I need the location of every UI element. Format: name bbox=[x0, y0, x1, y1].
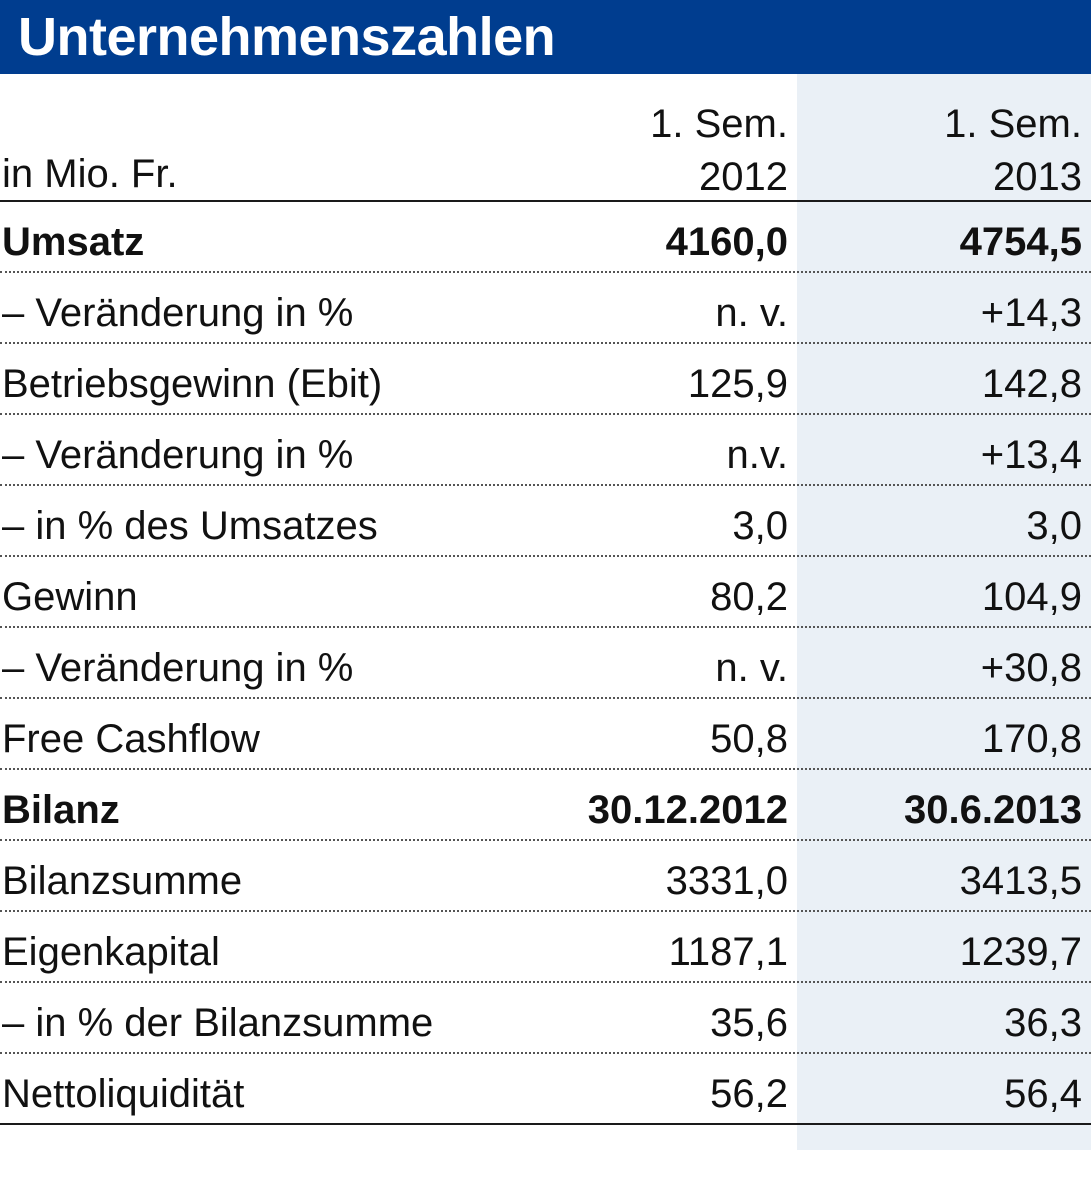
value-2012: 4160,0 bbox=[665, 220, 788, 264]
value-2012: 80,2 bbox=[710, 575, 788, 619]
unit-label: in Mio. Fr. bbox=[2, 152, 178, 196]
row-label: Umsatz bbox=[2, 220, 145, 264]
row-label: Bilanz bbox=[2, 788, 120, 832]
value-2013: 3,0 bbox=[1026, 504, 1082, 548]
value-2013: +13,4 bbox=[980, 433, 1082, 477]
column-header-2012-line1: 1. Sem. bbox=[650, 102, 788, 146]
row-label: Gewinn bbox=[2, 575, 138, 619]
row-label: Bilanzsumme bbox=[2, 859, 243, 903]
row-label: – Veränderung in % bbox=[2, 433, 354, 477]
table-row: Eigenkapital 1187,1 1239,7 bbox=[0, 912, 1091, 983]
value-2013: +30,8 bbox=[980, 646, 1082, 690]
column-header-2013-line1: 1. Sem. bbox=[944, 102, 1082, 146]
table-row: Gewinn 80,2 104,9 bbox=[0, 557, 1091, 628]
value-2013: 104,9 bbox=[981, 575, 1082, 619]
value-2012: n.v. bbox=[726, 433, 788, 477]
value-2013: 30.6.2013 bbox=[904, 788, 1082, 832]
table-body: Umsatz 4160,0 4754,5 – Veränderung in % n. v… bbox=[0, 202, 1091, 1125]
value-2012: n. v. bbox=[715, 291, 788, 335]
table-row: Bilanzsumme 3331,0 3413,5 bbox=[0, 841, 1091, 912]
value-2013: 3413,5 bbox=[959, 859, 1082, 903]
table-row: – in % des Umsatzes 3,0 3,0 bbox=[0, 486, 1091, 557]
column-header-2012: 1. Sem. 2012 bbox=[528, 98, 788, 204]
row-label: – Veränderung in % bbox=[2, 646, 354, 690]
value-2012: 56,2 bbox=[710, 1072, 788, 1116]
column-header-2013: 1. Sem. 2013 bbox=[822, 98, 1082, 204]
column-header-2013-line2: 2013 bbox=[993, 155, 1082, 199]
value-2012: 125,9 bbox=[687, 362, 788, 406]
table-section-row: Umsatz 4160,0 4754,5 bbox=[0, 202, 1091, 273]
column-2013-shading bbox=[797, 74, 1091, 1150]
value-2013: 56,4 bbox=[1004, 1072, 1082, 1116]
value-2012: 1187,1 bbox=[668, 930, 788, 974]
value-2013: 4754,5 bbox=[959, 220, 1082, 264]
value-2013: 36,3 bbox=[1004, 1001, 1082, 1045]
column-header-2012-line2: 2012 bbox=[699, 155, 788, 199]
row-label: Nettoliquidität bbox=[2, 1072, 245, 1116]
table-row: Nettoliquidität 56,2 56,4 bbox=[0, 1054, 1091, 1125]
title-bar: Unternehmenszahlen bbox=[0, 0, 1091, 74]
value-2012: 35,6 bbox=[710, 1001, 788, 1045]
value-2013: 170,8 bbox=[981, 717, 1082, 761]
table-section-row: Bilanz 30.12.2012 30.6.2013 bbox=[0, 770, 1091, 841]
value-2012: 3331,0 bbox=[665, 859, 788, 903]
value-2012: n. v. bbox=[715, 646, 788, 690]
value-2012: 30.12.2012 bbox=[587, 788, 788, 832]
row-label: Free Cashflow bbox=[2, 717, 260, 761]
value-2013: 142,8 bbox=[981, 362, 1082, 406]
page-title: Unternehmenszahlen bbox=[18, 7, 556, 67]
value-2012: 3,0 bbox=[732, 504, 788, 548]
row-label: Betriebsgewinn (Ebit) bbox=[2, 362, 383, 406]
table-header: in Mio. Fr. 1. Sem. 2012 1. Sem. 2013 bbox=[0, 74, 1091, 202]
table-row: – in % der Bilanzsumme 35,6 36,3 bbox=[0, 983, 1091, 1054]
header-divider bbox=[0, 200, 1091, 202]
table-row: – Veränderung in % n. v. +30,8 bbox=[0, 628, 1091, 699]
table-row: – Veränderung in % n.v. +13,4 bbox=[0, 415, 1091, 486]
table-row: Free Cashflow 50,8 170,8 bbox=[0, 699, 1091, 770]
row-label: – in % der Bilanzsumme bbox=[2, 1001, 434, 1045]
table-row: – Veränderung in % n. v. +14,3 bbox=[0, 273, 1091, 344]
value-2012: 50,8 bbox=[710, 717, 788, 761]
table-row: Betriebsgewinn (Ebit) 125,9 142,8 bbox=[0, 344, 1091, 415]
value-2013: 1239,7 bbox=[959, 930, 1082, 974]
row-label: Eigenkapital bbox=[2, 930, 220, 974]
row-label: – in % des Umsatzes bbox=[2, 504, 378, 548]
row-label: – Veränderung in % bbox=[2, 291, 354, 335]
value-2013: +14,3 bbox=[980, 291, 1082, 335]
